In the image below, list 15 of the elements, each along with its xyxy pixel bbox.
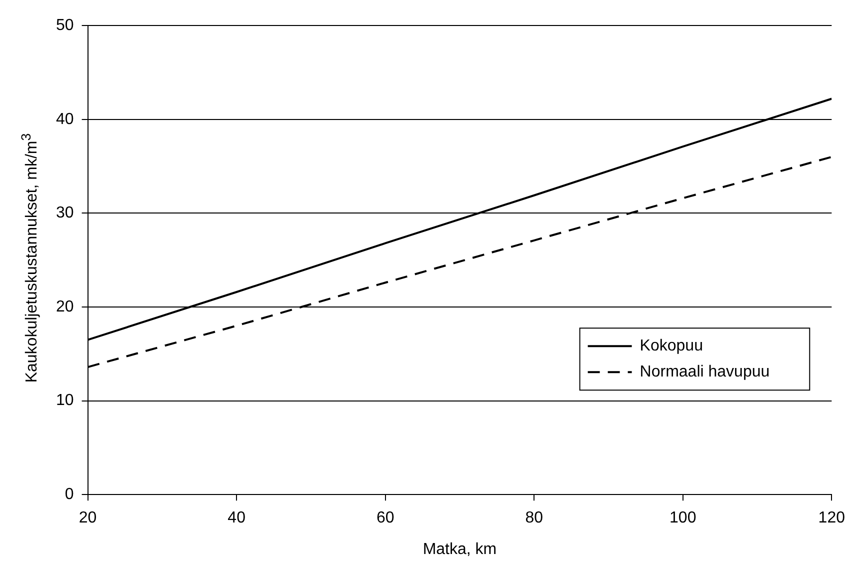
y-tick-label: 20 bbox=[56, 298, 74, 316]
y-tick-label: 30 bbox=[56, 204, 74, 222]
y-tick-label: 40 bbox=[56, 110, 74, 128]
x-tick-label: 20 bbox=[78, 510, 97, 527]
x-axis-title: Matka, km bbox=[422, 540, 497, 558]
x-tick-label: 40 bbox=[228, 510, 246, 527]
y-tick-label: 50 bbox=[56, 17, 74, 34]
legend-label: Kokopuu bbox=[640, 338, 703, 355]
x-tick-label: 120 bbox=[818, 510, 846, 527]
x-tick-label: 60 bbox=[376, 510, 394, 527]
y-tick-label: 0 bbox=[64, 486, 74, 504]
y-tick-label: 10 bbox=[56, 392, 74, 410]
x-tick-label: 80 bbox=[525, 510, 544, 527]
legend-label: Normaali havupuu bbox=[640, 364, 770, 381]
x-tick-label: 100 bbox=[670, 510, 696, 527]
